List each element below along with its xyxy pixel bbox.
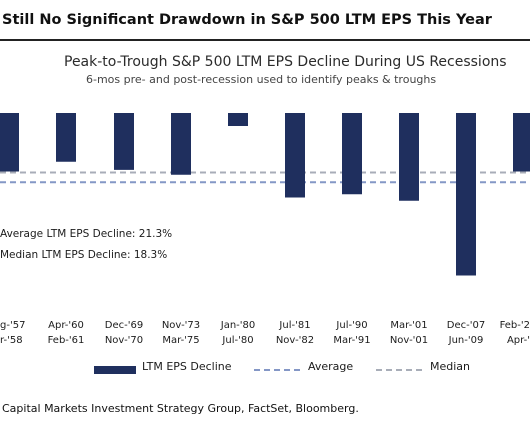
x-tick-label-line: Nov-'73 bbox=[161, 320, 201, 331]
x-tick-label-line: Apr-'60 bbox=[48, 320, 84, 331]
x-tick-label: Jul-'81 Nov-'82 bbox=[263, 318, 327, 348]
x-tick-label-line: g-'57 bbox=[0, 320, 26, 331]
x-tick-label-line: Jan-'80 bbox=[220, 320, 256, 331]
source-note: Capital Markets Investment Strategy Grou… bbox=[2, 402, 359, 415]
x-tick-label-line: Apr-' bbox=[506, 335, 530, 346]
x-tick-label: Mar-'01 Nov-'01 bbox=[377, 318, 441, 348]
x-tick-label: Jan-'80 Jul-'80 bbox=[206, 318, 270, 348]
x-tick-label-line: Nov-'82 bbox=[275, 335, 315, 346]
x-tick-label-line: Mar-'91 bbox=[333, 335, 371, 346]
x-tick-label-line: r-'58 bbox=[0, 335, 23, 346]
x-tick-label: Jul-'90 Mar-'91 bbox=[320, 318, 384, 348]
eps-decline-bar bbox=[513, 113, 530, 172]
eps-decline-bar bbox=[56, 113, 76, 162]
x-tick-label-line: Dec-'69 bbox=[104, 320, 144, 331]
x-tick-label-line: Jul-'80 bbox=[222, 335, 254, 346]
eps-decline-bar bbox=[171, 113, 191, 175]
x-tick-label: g-'57 r-'58 bbox=[0, 318, 64, 348]
legend-average-label: Average bbox=[308, 360, 354, 373]
average-decline-stat: Average LTM EPS Decline: 21.3% bbox=[0, 228, 173, 240]
x-tick-label-line: Nov-'01 bbox=[389, 335, 429, 346]
eps-decline-bar bbox=[399, 113, 419, 201]
x-tick-label: Apr-'60 Feb-'61 bbox=[34, 318, 98, 348]
chart-title: Peak-to-Trough S&P 500 LTM EPS Decline D… bbox=[64, 54, 507, 70]
chart-subtitle: 6-mos pre- and post-recession used to id… bbox=[86, 73, 437, 86]
eps-decline-bar bbox=[0, 113, 19, 172]
x-tick-label-line: Jun-'09 bbox=[448, 335, 484, 346]
x-tick-label-line: Jul-'81 bbox=[279, 320, 311, 331]
x-tick-label: Feb-'2 Apr-' bbox=[466, 318, 530, 348]
x-tick-label-line: Jul-'90 bbox=[336, 320, 368, 331]
page-headline: Still No Significant Drawdown in S&P 500… bbox=[2, 12, 492, 28]
median-decline-stat: Median LTM EPS Decline: 18.3% bbox=[0, 249, 168, 261]
x-tick-label-line: Mar-'01 bbox=[390, 320, 428, 331]
eps-decline-bar bbox=[228, 113, 248, 126]
x-tick-label: Nov-'73 Mar-'75 bbox=[149, 318, 213, 348]
x-tick-label-line: Nov-'70 bbox=[104, 335, 144, 346]
eps-decline-bar bbox=[114, 113, 134, 170]
headline-divider bbox=[0, 39, 530, 41]
x-tick-label-line: Dec-'07 bbox=[446, 320, 486, 331]
legend-median-label: Median bbox=[430, 360, 471, 373]
x-tick-label-line: Mar-'75 bbox=[162, 335, 200, 346]
x-tick-label-line: Feb-'2 bbox=[499, 320, 530, 331]
eps-decline-bar bbox=[342, 113, 362, 195]
eps-decline-bar bbox=[456, 113, 476, 276]
x-tick-label-line: Feb-'61 bbox=[47, 335, 85, 346]
legend-bar-label: LTM EPS Decline bbox=[142, 360, 232, 373]
x-tick-label: Dec-'07 Jun-'09 bbox=[434, 318, 498, 348]
x-tick-label: Dec-'69 Nov-'70 bbox=[92, 318, 156, 348]
legend-bar-swatch bbox=[94, 366, 136, 374]
eps-decline-bar bbox=[285, 113, 305, 198]
